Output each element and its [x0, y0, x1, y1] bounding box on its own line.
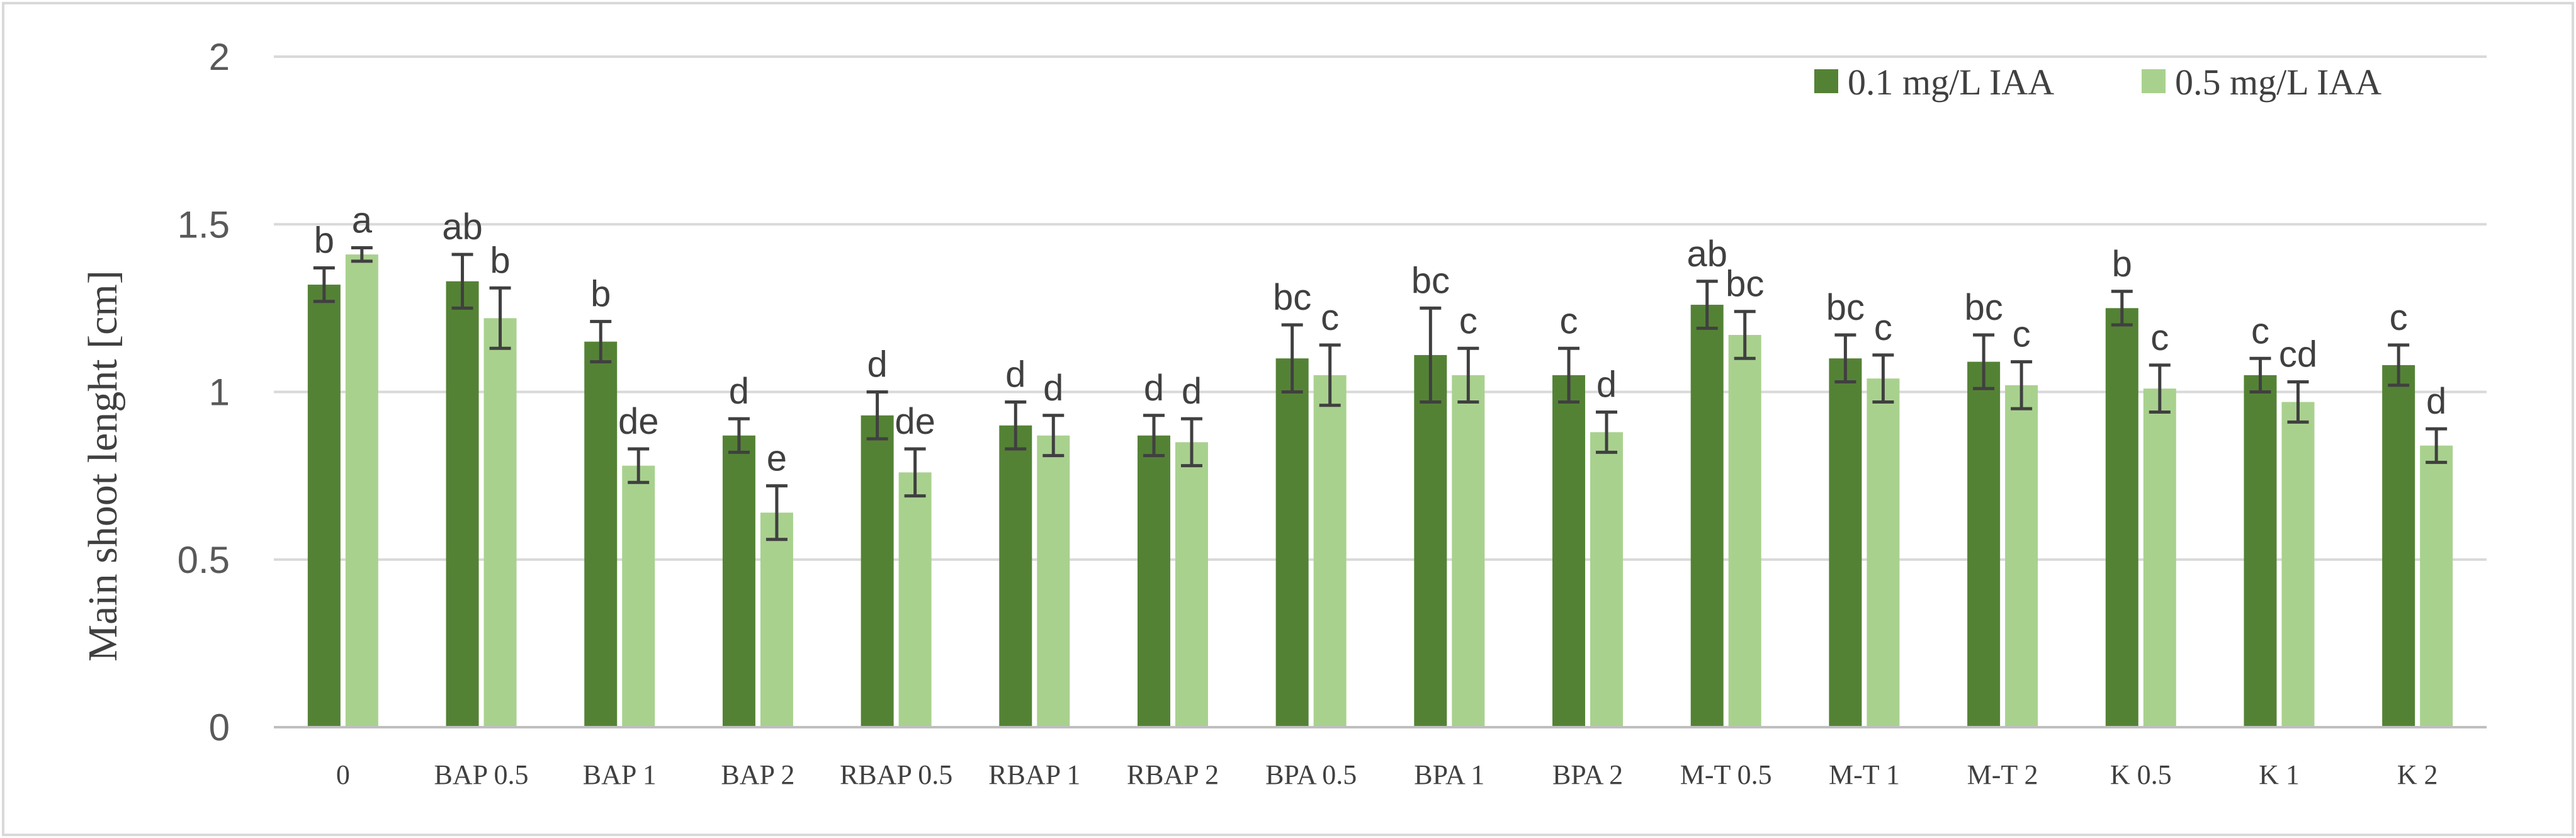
significance-letter: d — [1596, 364, 1617, 405]
bar — [2143, 388, 2176, 727]
x-tick-label: K 0.5 — [2110, 759, 2172, 790]
bar — [1728, 334, 1761, 727]
significance-letter: c — [1321, 297, 1339, 338]
significance-letter: b — [314, 220, 334, 261]
significance-letter: ab — [442, 207, 483, 247]
x-tick-label: BPA 0.5 — [1265, 759, 1357, 790]
bar — [1037, 435, 1070, 727]
significance-letter: c — [2390, 297, 2408, 338]
significance-letter: b — [590, 274, 611, 315]
significance-letter: de — [895, 401, 935, 442]
x-tick-label: K 1 — [2259, 759, 2300, 790]
legend: 0.1 mg/L IAA 0.5 mg/L IAA — [1814, 62, 2381, 103]
bar — [1175, 442, 1208, 727]
bar — [1590, 432, 1624, 727]
significance-letter: bc — [1411, 260, 1450, 301]
significance-letter: d — [1182, 371, 1202, 412]
x-axis: 0 BAP 0.5 BAP 1 BAP 2 RBAP 0.5 RBAP 1 RBAP 2 BP… — [274, 726, 2487, 790]
legend-label: 0.5 mg/L IAA — [2175, 62, 2381, 103]
significance-letter: bc — [1726, 264, 1764, 305]
x-tick-label: RBAP 1 — [988, 759, 1080, 790]
significance-letter: e — [767, 438, 787, 479]
significance-letter: bc — [1826, 287, 1865, 328]
legend-label: 0.1 mg/L IAA — [1848, 62, 2054, 103]
legend-swatch — [1814, 69, 1838, 93]
significance-letter: c — [1560, 300, 1578, 341]
x-tick-label: M-T 1 — [1829, 759, 1900, 790]
significance-letter: d — [2426, 381, 2446, 422]
x-tick-label: RBAP 0.5 — [840, 759, 952, 790]
x-tick-label: BAP 2 — [721, 759, 794, 790]
y-axis-label: Main shoot lenght [cm] — [80, 270, 126, 661]
y-tick-label: 2 — [209, 36, 230, 78]
significance-letter: c — [2251, 310, 2269, 351]
bar — [307, 285, 341, 728]
y-tick-label: 0.5 — [178, 539, 230, 581]
bar — [2281, 402, 2315, 727]
significance-letter: c — [1874, 307, 1892, 348]
significance-letter: a — [352, 200, 373, 241]
bar — [999, 425, 1032, 727]
significance-letter: c — [1459, 300, 1477, 341]
legend-swatch — [2142, 69, 2166, 93]
significance-letter: ab — [1686, 234, 1727, 275]
error-bars — [313, 246, 2448, 541]
y-tick-label: 1.5 — [178, 203, 230, 246]
y-tick-label: 0 — [209, 706, 230, 749]
bar — [1967, 361, 2001, 727]
bar — [446, 281, 479, 727]
bar — [861, 415, 894, 727]
bar — [1552, 375, 1586, 727]
significance-letter: de — [618, 401, 659, 442]
significance-letter: d — [1043, 368, 1063, 409]
bar — [2382, 365, 2415, 727]
bar — [1275, 358, 1309, 727]
bar — [1414, 354, 1447, 727]
x-tick-label: BPA 2 — [1552, 759, 1623, 790]
bar — [1137, 435, 1170, 727]
bar — [760, 512, 793, 727]
y-axis-ticks: 0 0.5 1 1.5 2 — [178, 36, 230, 749]
bar — [483, 318, 517, 728]
significance-letter: c — [2150, 317, 2169, 358]
x-tick-label: 0 — [336, 759, 350, 790]
significance-letter: b — [490, 240, 510, 281]
significance-letter: bc — [1273, 277, 1311, 318]
significance-letter: bc — [1964, 287, 2003, 328]
x-tick-label: BAP 0.5 — [434, 759, 529, 790]
bar — [898, 472, 932, 727]
significance-letter: c — [2013, 314, 2031, 355]
bar — [1867, 378, 1900, 727]
bar — [622, 465, 655, 727]
x-tick-label: BAP 1 — [583, 759, 657, 790]
significance-letter: d — [729, 371, 749, 412]
bar — [2105, 308, 2138, 727]
bar — [345, 254, 378, 727]
bar — [2420, 445, 2453, 727]
bar — [722, 435, 755, 727]
x-tick-label: RBAP 2 — [1127, 759, 1219, 790]
significance-letter: d — [867, 344, 887, 385]
bar — [1829, 358, 1862, 727]
x-tick-label: K 2 — [2397, 759, 2438, 790]
bar — [1690, 305, 1724, 727]
bar — [2005, 385, 2038, 727]
significance-letter: d — [1005, 354, 1025, 395]
bar — [2244, 375, 2277, 727]
significance-letter: d — [1144, 368, 1164, 409]
significance-letter: b — [2112, 244, 2132, 285]
bar — [1452, 375, 1485, 727]
x-tick-label: BPA 1 — [1414, 759, 1484, 790]
x-tick-label: M-T 0.5 — [1680, 759, 1772, 790]
x-tick-label: M-T 2 — [1967, 759, 2038, 790]
y-tick-label: 1 — [209, 371, 230, 414]
bar — [1313, 375, 1347, 727]
significance-letter: cd — [2279, 334, 2317, 375]
bars — [307, 254, 2453, 728]
bar — [584, 341, 618, 727]
